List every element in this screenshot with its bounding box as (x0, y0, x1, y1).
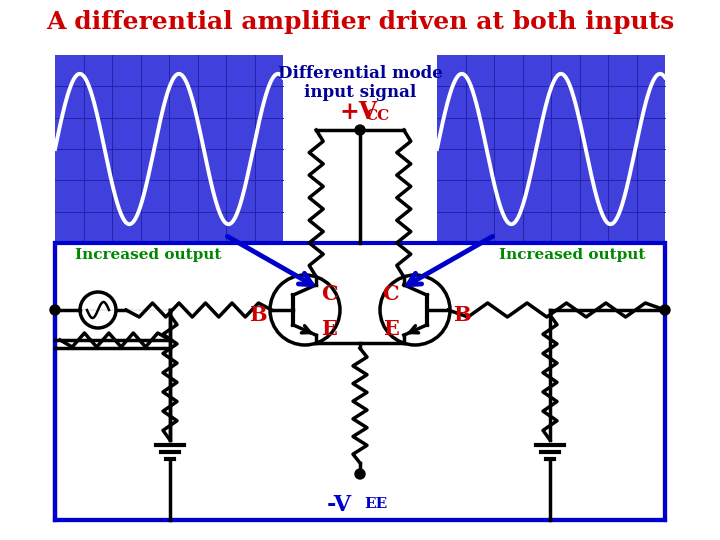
Text: Differential mode: Differential mode (278, 65, 442, 82)
Text: B: B (249, 305, 266, 325)
Bar (55, 243, 665, 520)
Text: EE: EE (364, 497, 387, 511)
Text: A differential amplifier driven at both inputs: A differential amplifier driven at both … (46, 10, 674, 34)
Text: +V: +V (340, 100, 378, 124)
Circle shape (50, 305, 60, 315)
Text: B: B (454, 305, 471, 325)
Text: E: E (383, 319, 399, 339)
Text: CC: CC (365, 109, 390, 123)
Text: E: E (321, 319, 337, 339)
Circle shape (355, 125, 365, 135)
Text: Increased output: Increased output (75, 248, 221, 262)
Text: input signal: input signal (304, 84, 416, 101)
Text: -V: -V (327, 494, 352, 516)
Circle shape (355, 469, 365, 479)
Text: Increased output: Increased output (499, 248, 645, 262)
Text: C: C (382, 284, 399, 304)
Bar (55, 55, 283, 243)
Bar (437, 55, 665, 243)
Text: C: C (321, 284, 338, 304)
Circle shape (660, 305, 670, 315)
